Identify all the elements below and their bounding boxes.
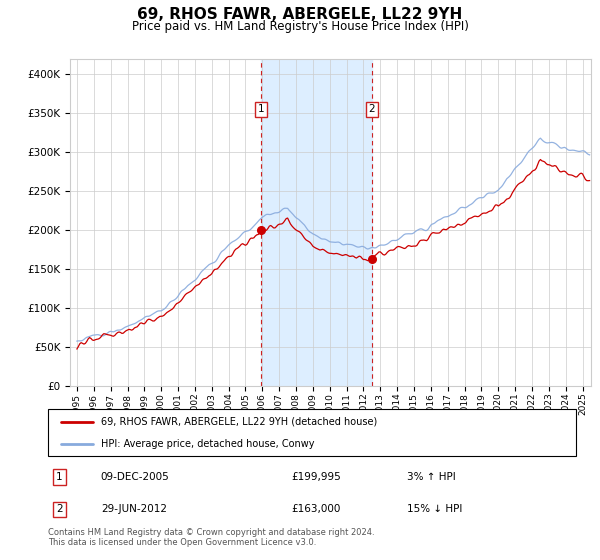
Text: Contains HM Land Registry data © Crown copyright and database right 2024.
This d: Contains HM Land Registry data © Crown c… — [48, 528, 374, 547]
Text: 2: 2 — [56, 505, 63, 515]
Bar — [261, 59, 372, 386]
Text: £163,000: £163,000 — [291, 505, 340, 515]
Text: 1: 1 — [56, 472, 63, 482]
Text: 69, RHOS FAWR, ABERGELE, LL22 9YH: 69, RHOS FAWR, ABERGELE, LL22 9YH — [137, 7, 463, 22]
Text: 2: 2 — [368, 105, 375, 114]
Text: 09-DEC-2005: 09-DEC-2005 — [101, 472, 170, 482]
Text: 69, RHOS FAWR, ABERGELE, LL22 9YH (detached house): 69, RHOS FAWR, ABERGELE, LL22 9YH (detac… — [101, 417, 377, 427]
Text: HPI: Average price, detached house, Conwy: HPI: Average price, detached house, Conw… — [101, 438, 314, 449]
Text: 1: 1 — [257, 105, 265, 114]
Text: £199,995: £199,995 — [291, 472, 341, 482]
Text: 29-JUN-2012: 29-JUN-2012 — [101, 505, 167, 515]
Text: 15% ↓ HPI: 15% ↓ HPI — [407, 505, 463, 515]
Text: Price paid vs. HM Land Registry's House Price Index (HPI): Price paid vs. HM Land Registry's House … — [131, 20, 469, 32]
Text: 3% ↑ HPI: 3% ↑ HPI — [407, 472, 456, 482]
